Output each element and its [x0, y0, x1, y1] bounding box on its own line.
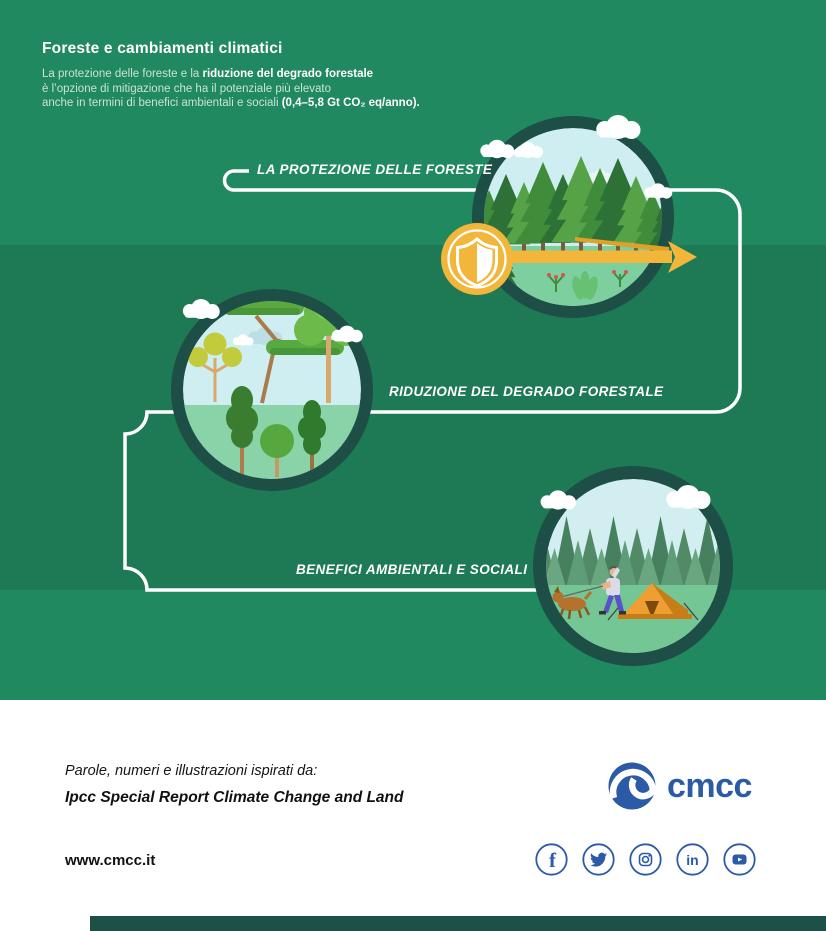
cmcc-wave-logo-icon	[608, 762, 657, 810]
illustration-protection-circle	[472, 115, 674, 318]
credit-source: Ipcc Special Report Climate Change and L…	[65, 789, 404, 806]
step-label-benefici: BENEFICI AMBIENTALI E SOCIALI	[296, 562, 528, 577]
page-title: Foreste e cambiamenti climatici	[42, 40, 283, 57]
youtube-icon[interactable]	[723, 843, 756, 876]
step-label-protezione: LA PROTEZIONE DELLE FORESTE	[257, 162, 493, 177]
intro-bold-2: (0,4–5,8 Gt CO₂ eq/anno).	[281, 97, 420, 109]
credit-line: Parole, numeri e illustrazioni ispirati …	[65, 763, 318, 779]
svg-text:f: f	[549, 848, 557, 872]
intro-bold-1: riduzione del degrado forestale	[202, 68, 374, 80]
header: Foreste e cambiamenti climatici La prote…	[42, 40, 420, 111]
facebook-icon[interactable]: f	[535, 843, 568, 876]
illustration-degradation-circle	[171, 289, 373, 491]
background-band-top	[0, 0, 826, 245]
protection-arrow	[470, 237, 697, 273]
linkedin-icon[interactable]: in	[676, 843, 709, 876]
illustration-benefits-circle	[533, 466, 733, 666]
website-url: www.cmcc.it	[65, 852, 156, 869]
twitter-icon[interactable]	[582, 843, 615, 876]
social-links: f in	[535, 843, 756, 876]
intro-text: La protezione delle foreste e la riduzio…	[42, 68, 420, 109]
shield-icon	[441, 223, 513, 295]
cmcc-logo-text: cmcc	[667, 767, 752, 805]
route-path	[123, 169, 742, 592]
step-label-riduzione: RIDUZIONE DEL DEGRADO FORESTALE	[389, 384, 664, 399]
svg-text:in: in	[686, 852, 698, 868]
footer-accent-bar	[90, 916, 826, 931]
instagram-icon[interactable]	[629, 843, 662, 876]
